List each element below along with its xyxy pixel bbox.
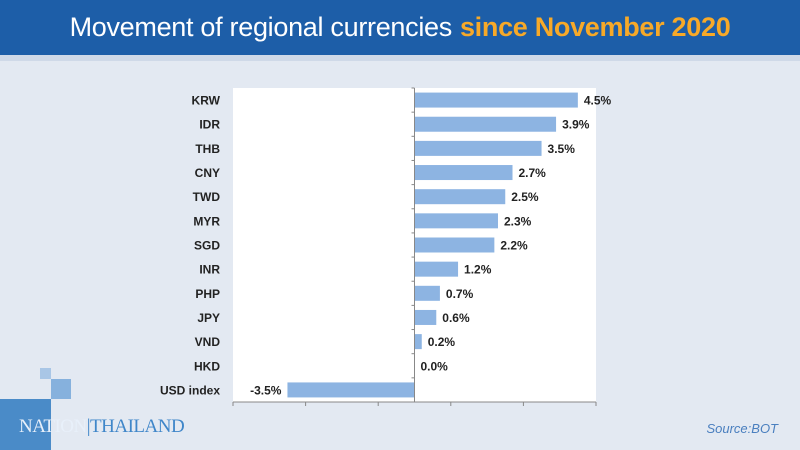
logo-square: [0, 399, 51, 450]
category-label: MYR: [193, 214, 220, 228]
title-highlight: since November 2020: [459, 12, 731, 42]
nation-thailand-logo: NATION|THAILAND: [0, 368, 185, 450]
data-label: 4.5%: [584, 94, 612, 108]
data-label: 2.3%: [504, 214, 532, 228]
bar-jpy: [414, 309, 437, 325]
bar-usd-index: [287, 382, 415, 398]
data-label: 2.2%: [500, 239, 528, 253]
data-label: -3.5%: [250, 383, 282, 397]
category-label: IDR: [199, 118, 220, 132]
bar-idr: [414, 116, 557, 132]
data-label: 2.7%: [519, 166, 547, 180]
bar-krw: [414, 92, 578, 108]
bar-cny: [414, 165, 513, 181]
header-divider: [0, 55, 800, 61]
bar-myr: [414, 213, 498, 229]
logo-square: [40, 368, 51, 379]
data-label: 3.5%: [548, 142, 576, 156]
source-note: Source:BOT: [706, 421, 778, 436]
category-label: HKD: [194, 359, 220, 373]
logo-square: [51, 379, 71, 399]
bar-inr: [414, 261, 459, 277]
category-label: PHP: [195, 287, 220, 301]
category-label: SGD: [194, 239, 220, 253]
title-main: Movement of regional currencies: [69, 12, 453, 42]
data-label: 1.2%: [464, 263, 492, 277]
bar-thb: [414, 140, 542, 156]
category-label: INR: [199, 263, 220, 277]
data-label: 0.7%: [446, 287, 474, 301]
bar-twd: [414, 189, 506, 205]
category-label: TWD: [193, 190, 221, 204]
bar-vnd: [414, 334, 422, 350]
bar-sgd: [414, 237, 495, 253]
data-label: 3.9%: [562, 118, 590, 132]
logo-text: NATION|THAILAND: [19, 416, 185, 437]
category-label: USD index: [160, 383, 220, 397]
category-label: KRW: [192, 94, 221, 108]
data-label: 2.5%: [511, 190, 539, 204]
category-label: THB: [195, 142, 220, 156]
bar-php: [414, 285, 440, 301]
data-label: 0.6%: [442, 311, 470, 325]
header-banner: Movement of regional currencies since No…: [0, 0, 800, 55]
category-label: VND: [195, 335, 221, 349]
category-label: CNY: [195, 166, 220, 180]
data-label: 0.2%: [428, 335, 456, 349]
category-label: JPY: [197, 311, 220, 325]
data-label: 0.0%: [421, 359, 449, 373]
